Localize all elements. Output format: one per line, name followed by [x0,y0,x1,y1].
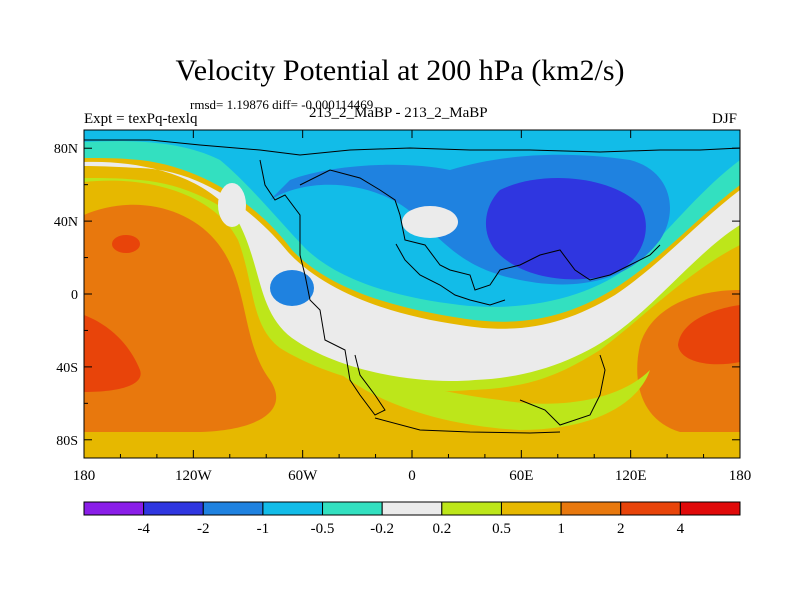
coastlines [84,139,740,434]
field-region-asian-minimum [485,178,646,280]
field-region-southern-positive [300,330,650,430]
colorbar-swatch [83,501,145,516]
y-tick-label: 80N [54,142,78,157]
colorbar-label: 1 [557,521,565,537]
coastline-africa [395,243,506,306]
y-tick-label: 40S [56,361,78,376]
colorbar-label: 2 [617,521,625,537]
colorbar-label: -4 [137,521,150,537]
case-label: 213_2_MaBP - 213_2_MaBP [309,105,488,121]
x-tick-label: 60W [288,468,318,484]
field-region-atlantic-negative [270,270,314,306]
coastline-eurasia [299,169,661,291]
experiment-label: Expt = texPq-texlq [84,111,198,127]
field-region-zero-band [84,161,740,382]
colorbar-swatch [441,501,502,516]
colorbar-swatch [381,501,443,516]
colorbar-swatch [143,501,204,516]
x-tick-label: 180 [729,468,752,484]
contour-field [84,130,740,458]
season-label: DJF [712,111,738,127]
colorbar-swatch [500,501,562,516]
coastline-arctic [84,139,740,156]
y-tick-label: 80S [56,434,78,449]
colorbar-swatch [620,501,681,516]
colorbar-swatch [322,501,383,516]
field-region-pacific-max [84,315,141,392]
colorbar-label: -0.5 [311,521,335,537]
colorbar-label: 0.2 [432,521,451,537]
colorbar-label: 4 [677,521,685,537]
colorbar-swatch [679,501,741,516]
colorbar-label: -1 [257,521,270,537]
y-tick-label: 0 [71,288,78,303]
colorbar-label: -2 [197,521,210,537]
x-tick-label: 60E [509,468,533,484]
field-region-zero-island-west [218,183,246,227]
coastline-antarctica [374,417,561,434]
colorbar: -4 -2 -1 -0.5 -0.2 0.2 0.5 1 2 4 [83,501,741,537]
field-region-pacific-max-north [112,235,140,253]
x-tick-label: 120E [615,468,647,484]
colorbar-label: 0.5 [492,521,511,537]
colorbar-label: -0.2 [370,521,394,537]
coastline-americas [259,159,386,416]
x-tick-label: 180 [73,468,96,484]
field-region-zero-island [402,206,458,238]
colorbar-swatch [560,501,622,516]
colorbar-swatch [202,501,264,516]
chart-title: Velocity Potential at 200 hPa (km2/s) [175,54,625,87]
x-tick-label: 0 [408,468,416,484]
x-tick-label: 120W [175,468,213,484]
y-tick-label: 40N [54,215,78,230]
coastline-australia [519,354,606,426]
colorbar-swatch [262,501,324,516]
field-region-west-pacific-max [678,305,740,365]
stats-label: rmsd= 1.19876 diff= -0.000114469 [190,97,374,112]
y-axis: 80N 40N 0 40S 80S [54,142,740,449]
x-axis: 180 120W 60W 0 60E 120E 180 [73,130,752,484]
